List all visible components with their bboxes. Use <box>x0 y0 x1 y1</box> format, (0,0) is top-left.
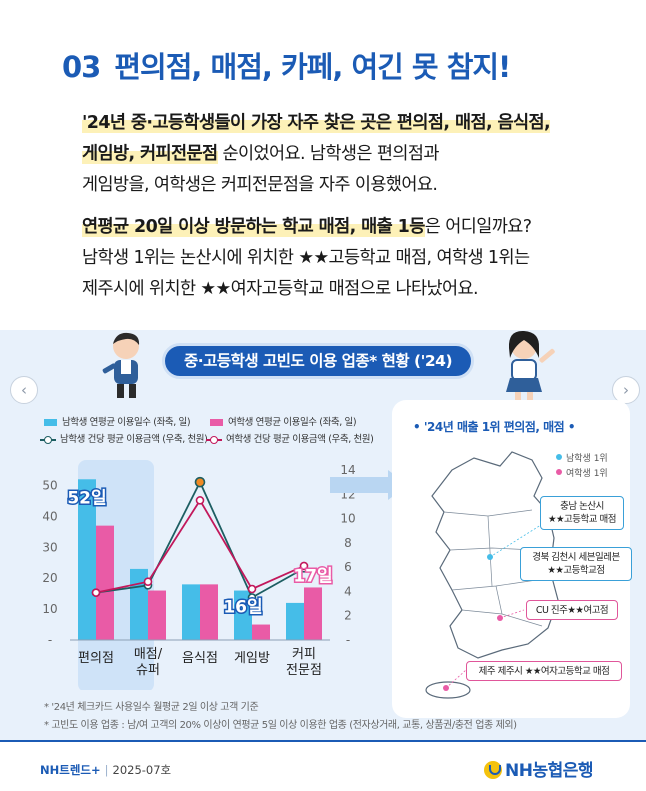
y-right-tick: 10 <box>340 512 355 526</box>
intro-bold: 게임방, 커피전문점 <box>82 144 218 164</box>
annotation-label: 52일 <box>67 488 106 508</box>
x-tick-label: 커피 <box>292 647 316 662</box>
girl-illustration <box>506 330 555 401</box>
legend-female-amount: 여학생 건당 평균 이용금액 (우축, 천원) <box>206 431 374 445</box>
map-legend-male: 남학생 1위 <box>556 451 608 464</box>
y-right-tick: 14 <box>340 463 355 477</box>
y-left-tick: 20 <box>42 571 57 585</box>
section-title: 편의점, 매점, 카페, 여긴 못 참지! <box>114 50 511 84</box>
map-legend-dot-female <box>556 469 562 475</box>
carousel-next-button[interactable]: › <box>612 376 640 404</box>
question-paragraph: 연평균 20일 이상 방문하는 학교 매점, 매출 1등은 어디일까요? 남학생… <box>82 212 616 305</box>
y-right-tick: 8 <box>344 536 352 550</box>
section-number: 03 <box>62 50 101 84</box>
bar-male <box>234 590 252 640</box>
callout-nonsan: 충남 논산시 ★★고등학교 매점 <box>540 496 624 530</box>
question-line3: 제주시에 위치한 ★★여자고등학교 매점으로 나타났어요. <box>82 279 479 299</box>
y-left-tick: 10 <box>42 602 57 616</box>
footnote-2: * 고빈도 이용 업종 : 남/여 고객의 20% 이상이 연평균 5일 이상 … <box>44 720 517 731</box>
map-title: • '24년 매출 1위 편의점, 매점 • <box>413 420 576 434</box>
x-tick-label: 슈퍼 <box>136 663 160 678</box>
y-left-tick: 30 <box>42 540 57 554</box>
infographic-title: 중·고등학생 고빈도 이용 업종* 현황 ('24) <box>162 343 474 379</box>
x-tick-label: 매점/ <box>134 647 163 662</box>
bar-male <box>78 479 96 640</box>
question-rest: 은 어디일까요? <box>424 217 532 237</box>
bar-male <box>286 602 304 640</box>
legend-line-female <box>206 435 222 444</box>
nh-logo-icon <box>484 761 502 779</box>
question-highlight: 연평균 20일 이상 방문하는 학교 매점, 매출 1등 <box>82 217 425 237</box>
question-line2: 남학생 1위는 논산시에 위치한 ★★고등학교 매점, 여학생 1위는 <box>82 248 530 268</box>
point-female <box>143 577 153 587</box>
legend-line-male <box>40 435 56 444</box>
intro-paragraph: '24년 중·고등학생들이 가장 자주 찾은 곳은 편의점, 매점, 음식점, … <box>82 108 616 201</box>
bar-male <box>182 584 200 640</box>
point-female <box>299 561 309 571</box>
annotation-label: 16일 <box>223 598 262 618</box>
point-female <box>195 496 205 505</box>
y-left-tick: 50 <box>42 478 57 492</box>
legend-swatch-male <box>44 419 57 426</box>
x-tick-label: 편의점 <box>78 651 114 666</box>
y-right-tick: - <box>346 633 350 647</box>
legend-male-amount: 남학생 건당 평균 이용금액 (우축, 천원) <box>40 431 208 445</box>
point-female <box>247 584 257 594</box>
point-female <box>91 588 101 597</box>
legend-male-days: 남학생 연평균 이용일수 (좌축, 일) <box>44 414 191 428</box>
intro-highlight: '24년 중·고등학생들이 가장 자주 찾은 곳은 편의점, 매점, 음식점, <box>82 113 551 133</box>
annotation-label: 17일 <box>293 566 332 586</box>
callout-jeju: 제주 제주시 ★★여자고등학교 매점 <box>466 661 622 681</box>
bar-female <box>96 525 114 640</box>
carousel-prev-button[interactable]: ‹ <box>10 376 38 404</box>
y-left-tick: 40 <box>42 509 57 523</box>
footer-divider <box>0 740 646 742</box>
bar-female <box>304 587 322 640</box>
bar-female <box>148 590 166 640</box>
point-male <box>247 593 257 602</box>
legend-female-days: 여학생 연평균 이용일수 (좌축, 일) <box>210 414 357 428</box>
y-right-tick: 2 <box>344 609 352 623</box>
nh-bank-logo: NH농협은행 <box>484 756 594 781</box>
point-male <box>194 476 206 488</box>
footnote-1: * '24년 체크카드 사용일수 월평균 2일 이상 고객 기준 <box>44 702 259 713</box>
page-title: 03 편의점, 매점, 카페, 여긴 못 참지! <box>62 44 511 86</box>
boy-illustration <box>102 332 140 398</box>
y-left-tick: - <box>48 633 52 647</box>
bar-female <box>252 624 270 640</box>
map-legend-dot-male <box>556 454 562 460</box>
y-right-tick: 4 <box>344 584 352 598</box>
bar-female <box>200 584 218 640</box>
map-legend-female: 여학생 1위 <box>556 466 608 479</box>
footer-brand: NH트렌드+ | 2025-07호 <box>40 763 172 777</box>
x-tick-label: 음식점 <box>182 651 218 666</box>
callout-gimcheon: 경북 김천시 세븐일레븐 ★★고등학교점 <box>520 547 632 581</box>
x-tick-label: 전문점 <box>286 663 322 678</box>
legend-swatch-female <box>210 419 223 426</box>
intro-line3: 게임방을, 여학생은 커피전문점을 자주 이용했어요. <box>82 175 438 195</box>
intro-rest: 순이었어요. 남학생은 편의점과 <box>217 144 440 164</box>
y-right-tick: 6 <box>344 560 352 574</box>
callout-jinju: CU 진주★★여고점 <box>526 600 618 620</box>
x-tick-label: 게임방 <box>234 651 270 666</box>
